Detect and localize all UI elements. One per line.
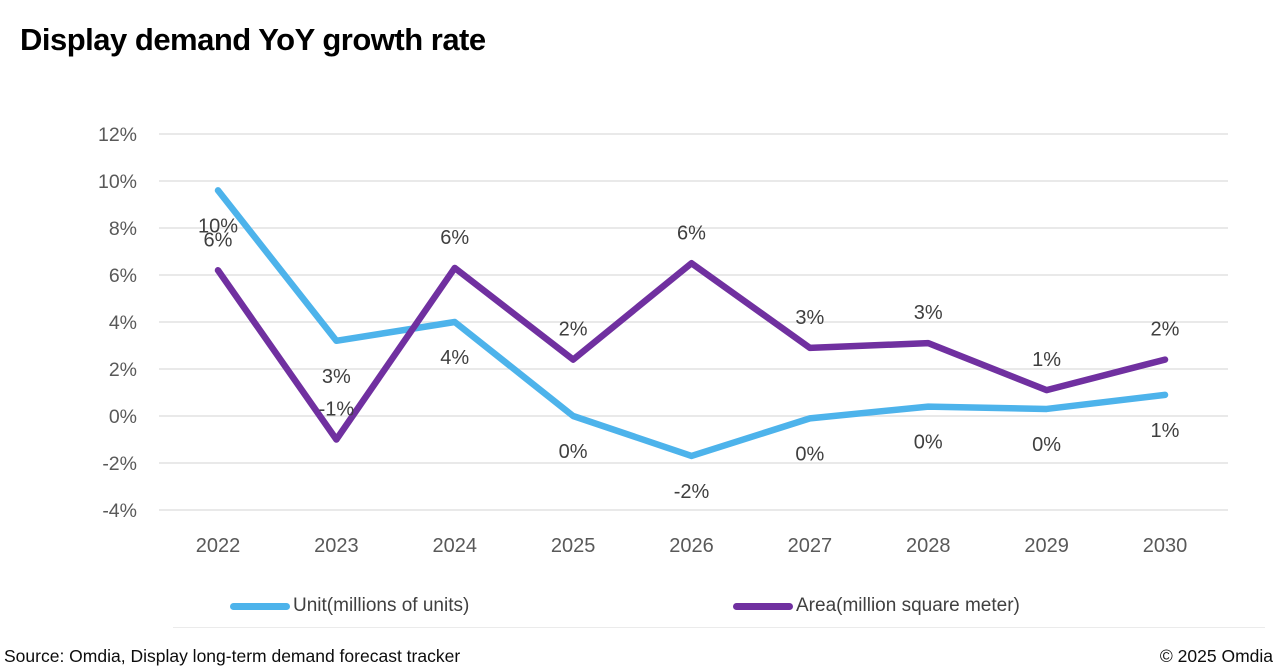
unit-line-swatch-icon — [230, 602, 290, 610]
x-axis-tick-label: 2027 — [788, 535, 833, 557]
y-axis-tick-label: 12% — [98, 124, 137, 146]
y-axis-tick-label: 4% — [109, 312, 137, 334]
y-axis-tick-label: 0% — [109, 406, 137, 428]
y-axis-tick-label: -4% — [102, 500, 137, 522]
y-axis-tick-label: 2% — [109, 359, 137, 381]
legend-divider — [173, 627, 1265, 628]
data-label: -1% — [319, 399, 355, 421]
data-label: 1% — [1151, 420, 1180, 442]
data-label: 6% — [440, 227, 469, 249]
data-label: 0% — [795, 443, 824, 465]
y-axis-tick-label: 6% — [109, 265, 137, 287]
y-axis-tick-label: -2% — [102, 453, 137, 475]
area-line-swatch-icon — [733, 602, 793, 610]
y-axis-tick-label: 10% — [98, 171, 137, 193]
data-label: 3% — [795, 307, 824, 329]
chart-title: Display demand YoY growth rate — [20, 22, 486, 57]
data-label: 2% — [559, 319, 588, 341]
legend-label-unit: Unit(millions of units) — [293, 595, 470, 616]
legend-item-unit: Unit(millions of units) — [230, 594, 469, 618]
source-note: Source: Omdia, Display long-term demand … — [4, 646, 461, 666]
data-label: 1% — [1032, 349, 1061, 371]
series-line-unit — [214, 187, 1169, 460]
x-axis-tick-label: 2026 — [669, 535, 714, 557]
series-line-area — [214, 260, 1169, 443]
chart-legend: Unit(millions of units) Area(million squ… — [0, 594, 1280, 618]
legend-item-area: Area(million square meter) — [733, 594, 1020, 618]
x-axis-tick-label: 2029 — [1024, 535, 1069, 557]
data-label: 4% — [440, 347, 469, 369]
legend-label-area: Area(million square meter) — [796, 595, 1020, 616]
data-label: 3% — [322, 366, 351, 388]
data-label: 6% — [204, 229, 233, 251]
data-label: 0% — [1032, 434, 1061, 456]
data-label: 2% — [1151, 319, 1180, 341]
data-label: 0% — [914, 432, 943, 454]
data-label: 6% — [677, 222, 706, 244]
y-axis-tick-label: 8% — [109, 218, 137, 240]
data-label: -2% — [674, 481, 710, 503]
data-label: 3% — [914, 302, 943, 324]
x-axis-tick-label: 2025 — [551, 535, 596, 557]
data-label: 10% — [198, 215, 238, 237]
data-label: 0% — [559, 441, 588, 463]
x-axis-tick-label: 2030 — [1143, 535, 1188, 557]
x-axis-tick-label: 2024 — [433, 535, 478, 557]
x-axis-tick-label: 2028 — [906, 535, 951, 557]
x-axis-tick-label: 2022 — [196, 535, 241, 557]
copyright-note: © 2025 Omdia — [1159, 646, 1273, 666]
x-axis-tick-label: 2023 — [314, 535, 359, 557]
